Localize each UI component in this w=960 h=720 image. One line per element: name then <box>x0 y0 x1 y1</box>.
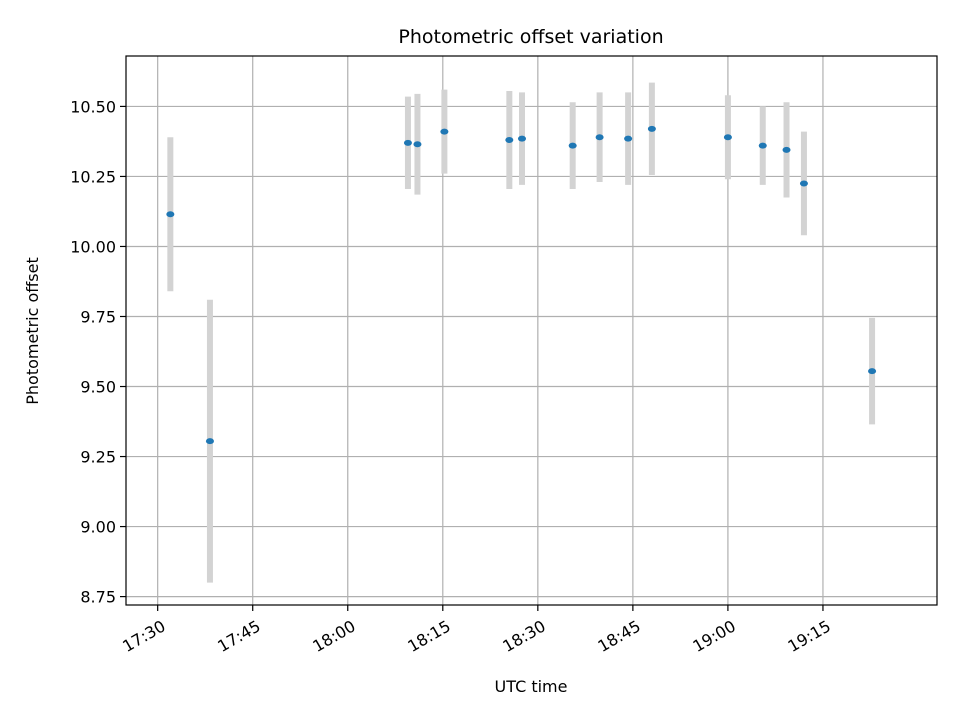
data-point <box>413 141 422 148</box>
data-point <box>440 128 449 135</box>
data-point <box>517 135 526 142</box>
y-axis-ticks: 8.75 9.00 9.25 9.50 9.75 10.00 10.25 10.50 <box>70 97 126 607</box>
y-tick-label: 9.00 <box>80 518 116 537</box>
data-point <box>868 368 877 375</box>
data-point <box>205 438 214 445</box>
data-point <box>505 137 514 144</box>
y-axis-title: Photometric offset <box>23 257 42 405</box>
y-tick-label: 8.75 <box>80 588 116 607</box>
data-point <box>782 146 791 153</box>
data-point <box>624 135 633 142</box>
data-point <box>166 211 175 218</box>
data-points <box>166 125 877 445</box>
data-point <box>758 142 767 149</box>
data-point <box>647 125 656 132</box>
data-point <box>723 134 732 141</box>
data-point <box>595 134 604 141</box>
chart-title: Photometric offset variation <box>398 26 663 48</box>
y-tick-label: 10.50 <box>70 97 116 116</box>
data-point <box>403 139 412 146</box>
y-tick-label: 9.50 <box>80 378 116 397</box>
y-tick-label: 10.00 <box>70 237 116 256</box>
plot-frame <box>125 55 938 606</box>
y-tick-label: 10.25 <box>70 167 116 186</box>
y-tick-label: 9.75 <box>80 307 116 326</box>
y-tick-label: 9.25 <box>80 448 116 467</box>
grid-lines <box>126 56 937 605</box>
x-axis-title: UTC time <box>495 677 568 696</box>
data-point <box>568 142 577 149</box>
data-point <box>799 180 808 187</box>
